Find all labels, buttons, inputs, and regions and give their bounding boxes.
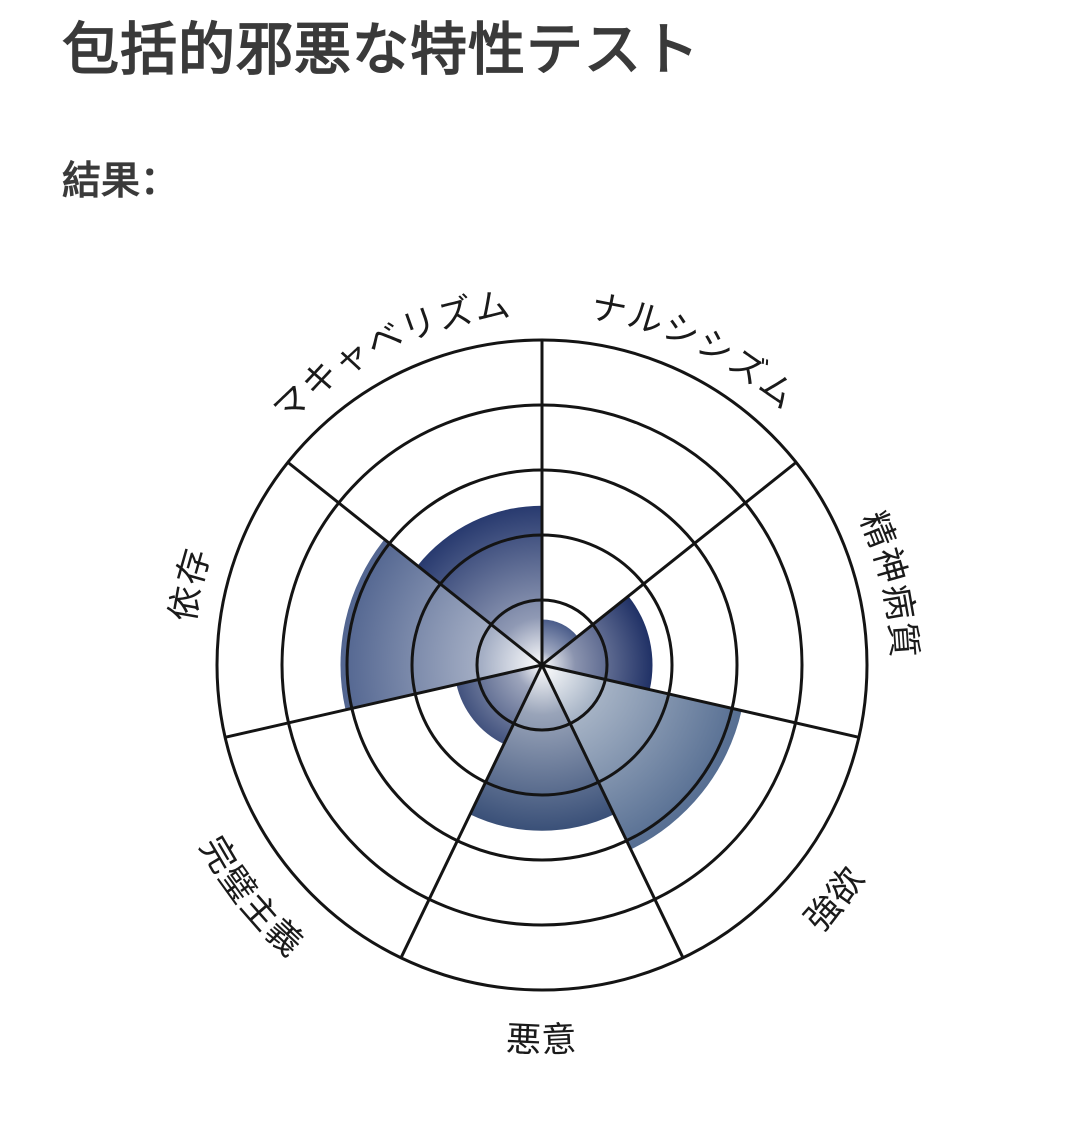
axis-label-0: ナルシシズム (588, 287, 804, 417)
page-title: 包括的邪悪な特性テスト (62, 18, 700, 82)
axis-label-text-0: ナルシシズム (588, 287, 803, 417)
axis-label-text-4: 完璧主義 (192, 830, 309, 965)
grid-spoke-3 (540, 664, 685, 959)
sector-fill-0 (542, 619, 578, 665)
axis-label-6: マキャベリズム (266, 285, 514, 430)
axis-label-text-6: マキャベリズム (266, 285, 512, 430)
grid-spoke-4 (399, 664, 544, 959)
axis-label-2: 強欲 (798, 859, 873, 939)
sector-fill-5 (340, 539, 542, 710)
sector-fill-4 (456, 665, 542, 745)
evil-traits-polar-chart: ナルシシズム精神病質強欲悪意 完璧主義 依存 マキャベリズム (0, 280, 1080, 1125)
grid-spoke-1 (541, 461, 798, 667)
axis-label-text-1: 精神病質 (853, 506, 922, 660)
axis-label-3: 悪意 (505, 1020, 579, 1061)
result-label: 結果： (62, 160, 180, 203)
axis-label-text-3: 悪意 (505, 1020, 577, 1061)
axis-label-4: 完璧主義 (192, 830, 311, 965)
grid-spoke-2 (541, 663, 860, 739)
axis-label-text-2: 強欲 (798, 859, 872, 939)
grid-spoke-6 (286, 461, 543, 667)
sector-fill-1 (542, 596, 653, 690)
axis-label-path-1 (616, 323, 892, 942)
grid-spoke-5 (224, 663, 543, 739)
axis-label-text-5: 依存 (164, 543, 217, 624)
axis-label-1: 精神病質 (853, 506, 924, 660)
sector-fill-6 (417, 505, 542, 665)
sector-fill-2 (542, 665, 742, 850)
axis-label-5: 依存 (164, 543, 218, 624)
